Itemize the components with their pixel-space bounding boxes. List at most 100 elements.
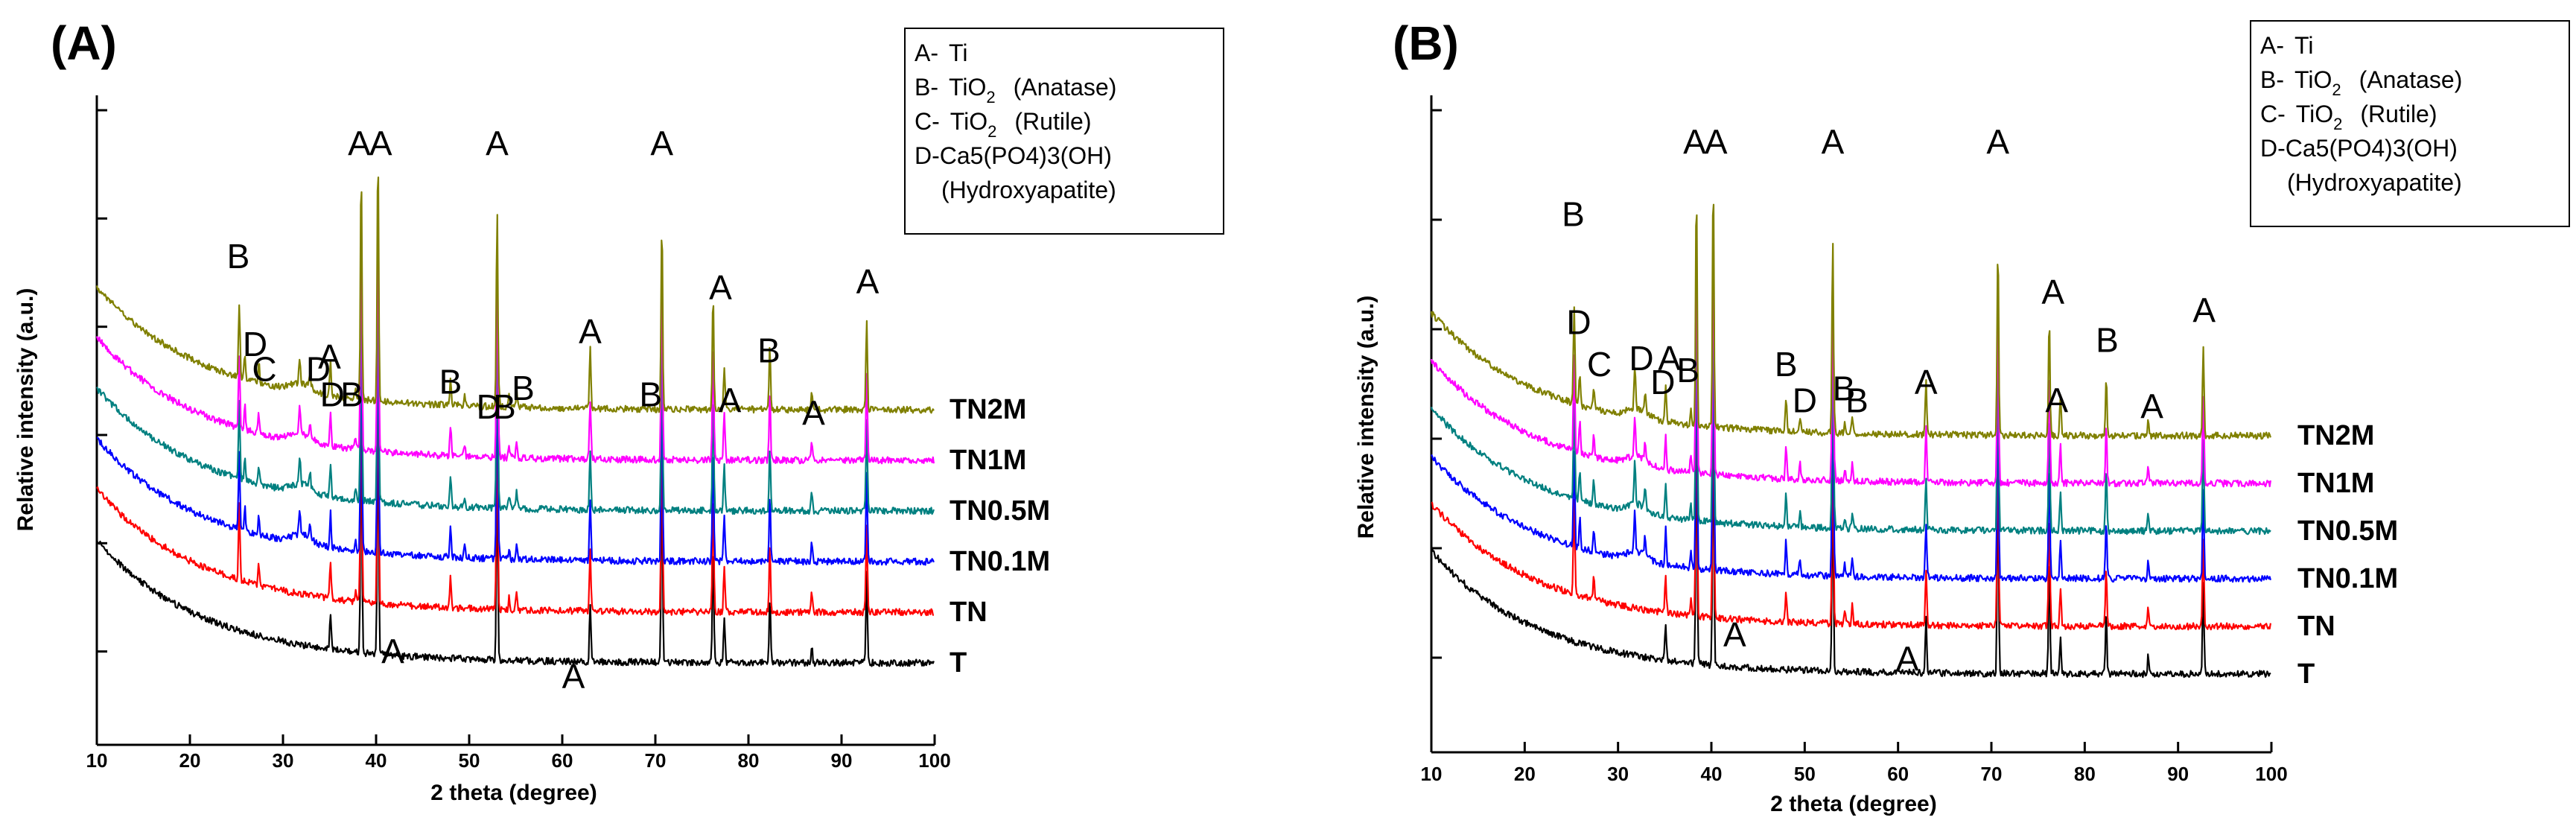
panel-b-peak-annotation: B [1833,369,1856,407]
panel-b-peak-annotation: B [1775,345,1798,384]
panel-b-peak-annotation: A [2192,290,2216,329]
panel-b-peak-annotation: B [1562,194,1585,233]
panel-b-trace-tn1m [1430,250,2271,488]
panel-a-legend-entry-hydroxyapatite: D-Ca5(PO4)3(OH) [915,142,1112,169]
panel-b-peak-annotation: A [1915,363,1938,401]
panel-b-series-label: TN [2297,611,2335,642]
panel-b-x-tick-label: 90 [2167,763,2189,785]
panel-b-peak-annotation: A [1896,639,1919,678]
panel-a-series-label: TN2M [950,394,1026,425]
panel-b-peak-annotation: A [1705,122,1728,161]
panel-b-peak-annotation: D [1793,381,1817,419]
panel-b-x-tick-label: 40 [1701,763,1723,785]
panel-b-y-axis-title: Relative intensity (a.u.) [1354,296,1378,539]
panel-a-peak-annotation: A [562,657,585,696]
panel-b-series-label: TN0.1M [2297,563,2398,594]
panel-b-legend-box [2250,20,2570,227]
panel-a-trace-tn2m [95,177,935,414]
panel-a-peak-annotation: A [579,312,602,351]
panel-a-peak-annotation: B [439,362,462,401]
panel-a-peak-annotation: B [340,375,363,413]
panel-b-x-tick-label: 10 [1421,763,1443,785]
panel-a-peak-annotation: C [252,350,276,389]
panel-b-x-tick-label: 30 [1607,763,1629,785]
panel-b-trace-tn0-1m [1431,344,2271,583]
panel-a-x-tick-label: 60 [552,749,573,772]
panel-a-y-axis-title: Relative intensity (a.u.) [13,288,38,532]
panel-a-peak-annotation: B [512,369,535,407]
panel-a-peak-annotation: D [243,325,267,363]
panel-a-trace-tn0-1m [97,325,935,566]
panel-a-trace-tn0-5m [96,276,935,515]
panel-b: (B) 2 theta (degree) Relative intensity … [1354,16,2570,816]
panel-a-peak-annotation: B [639,375,662,413]
panel-b-peak-annotation: A [2045,381,2068,419]
panel-b-x-tick-label: 70 [1981,763,2003,785]
panel-b-peak-annotation: D [1629,339,1653,378]
panel-a-peak-annotation: A [381,632,404,671]
panel-b-trace-tn0-5m [1430,297,2271,536]
panel-b-legend-entry-anatase: B- TiO2 (Anatase) [2260,66,2462,99]
panel-b-x-tick-label: 20 [1514,763,1536,785]
panel-a-x-tick-label: 70 [645,749,667,772]
panel-a-x-tick-label: 100 [918,749,950,772]
panel-a-peak-annotation: A [719,381,742,420]
panel-a-x-tick-label: 90 [831,749,853,772]
panel-b-peak-annotation: A [1986,122,2009,161]
panel-a-peak-annotation: D [320,375,345,413]
panel-b-legend: A- Ti B- TiO2 (Anatase) C- TiO2 (Rutile) D-Ca… [2250,20,2570,227]
panel-b-x-tick-label: 50 [1794,763,1816,785]
panel-b-peak-annotation: B [1845,381,1869,419]
panel-b-peak-annotation: D [1650,363,1675,401]
panel-a-peak-annotation: A [486,124,509,163]
panel-a-legend-entry-rutile: C- TiO2 (Rutile) [915,108,1092,141]
panel-b-peak-annotation: A [1683,122,1706,161]
panel-a-series-label: TN0.5M [950,495,1050,527]
panel-a-peak-annotation: A [348,124,371,163]
panel-a-trace-t [95,432,935,667]
panel-a-legend-entry-ti: A- Ti [915,39,967,66]
panel-b-peak-annotation: A [2041,273,2064,311]
panel-b-series-label: T [2297,658,2315,690]
panel-a-x-tick-label: 50 [459,749,480,772]
panel-a-series-label: TN1M [950,445,1026,476]
panel-b-x-tick-label: 80 [2074,763,2096,785]
panel-a-x-tick-label: 40 [366,749,387,772]
panel-a-series-label: TN0.1M [950,546,1050,577]
panel-b-series-label: TN2M [2297,420,2374,451]
panel-a-x-tick-label: 10 [86,749,108,772]
panel-a-peak-annotation: B [757,331,780,369]
panel-b-legend-entry-rutile: C- TiO2 (Rutile) [2260,101,2437,133]
panel-b-peak-annotation: A [1658,339,1681,378]
panel-b-x-tick-label: 60 [1887,763,1909,785]
panel-a-trace-tn [96,382,934,617]
panel-b-legend-entry-hydroxyapatite: D-Ca5(PO4)3(OH) [2260,135,2458,162]
panel-b-label: (B) [1393,16,1459,70]
panel-b-peak-annotation: C [1587,345,1612,384]
panel-a-legend-entry-anatase: B- TiO2 (Anatase) [915,74,1116,107]
panel-b-series-label: TN0.5M [2297,515,2398,547]
panel-b-peak-annotation: B [1676,351,1699,390]
panel-b-trace-tn2m [1430,203,2271,440]
panel-b-series-label: TN1M [2297,468,2374,499]
panel-a-x-tick-label: 20 [179,749,201,772]
panel-a-legend: A- Ti B- TiO2 (Anatase) C- TiO2 (Rutile) D-Ca… [904,28,1224,235]
panel-a-x-axis-title: 2 theta (degree) [430,781,597,805]
panel-a-peak-annotation: A [369,124,392,163]
panel-b-peak-annotation: A [1723,615,1746,654]
panel-b-legend-entry-hydroxyapatite-note: (Hydroxyapatite) [2287,169,2462,196]
panel-b-peak-annotation: A [2140,387,2163,426]
panel-b-x-axis-title: 2 theta (degree) [1770,792,1936,816]
panel-b-peak-annotation: D [1566,303,1591,342]
panel-a-series-label: T [950,647,967,679]
panel-a-peak-annotation: A [856,262,880,301]
panel-a-peak-annotation: B [227,237,250,276]
panel-a-legend-box [904,28,1224,235]
panel-a-peak-annotation: A [318,337,341,376]
panel-b-peak-annotation: B [2096,321,2119,360]
panel-b-x-tick-label: 100 [2255,763,2287,785]
panel-a-series-label: TN [950,597,988,628]
panel-a-peak-annotation: A [650,124,673,163]
